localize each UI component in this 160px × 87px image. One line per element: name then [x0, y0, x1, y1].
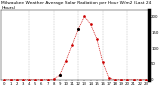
- Text: Milwaukee Weather Average Solar Radiation per Hour W/m2 (Last 24 Hours): Milwaukee Weather Average Solar Radiatio…: [1, 1, 152, 10]
